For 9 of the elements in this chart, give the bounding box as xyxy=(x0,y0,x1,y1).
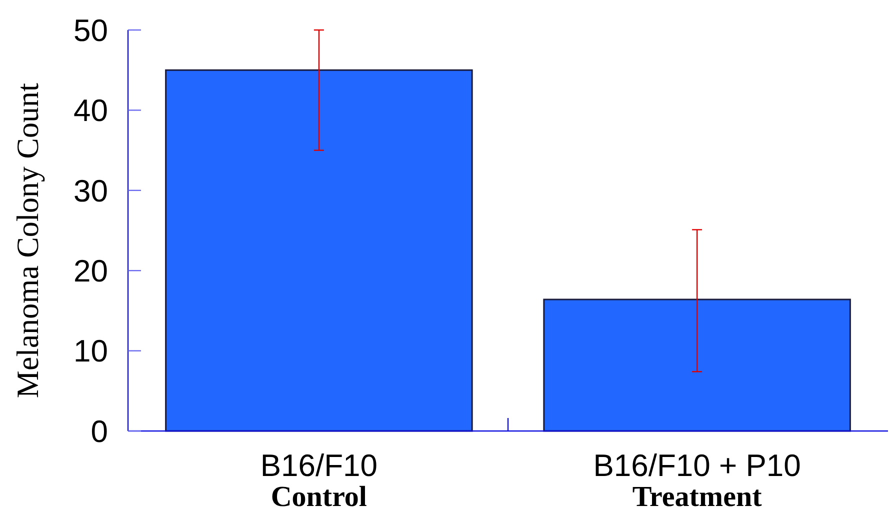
y-tick-label: 30 xyxy=(74,173,108,208)
x-tick-label: B16/F10 + P10 Treatment xyxy=(593,448,801,512)
y-axis-title: Melanoma Colony Count xyxy=(10,82,45,398)
x-tick-label: B16/F10 Control xyxy=(260,448,378,512)
y-tick-label: 20 xyxy=(74,253,108,288)
y-tick-label: 50 xyxy=(74,12,108,48)
y-tick-label: 0 xyxy=(90,414,108,449)
y-tick-label: 40 xyxy=(74,93,108,128)
y-tick-label: 10 xyxy=(74,334,108,369)
